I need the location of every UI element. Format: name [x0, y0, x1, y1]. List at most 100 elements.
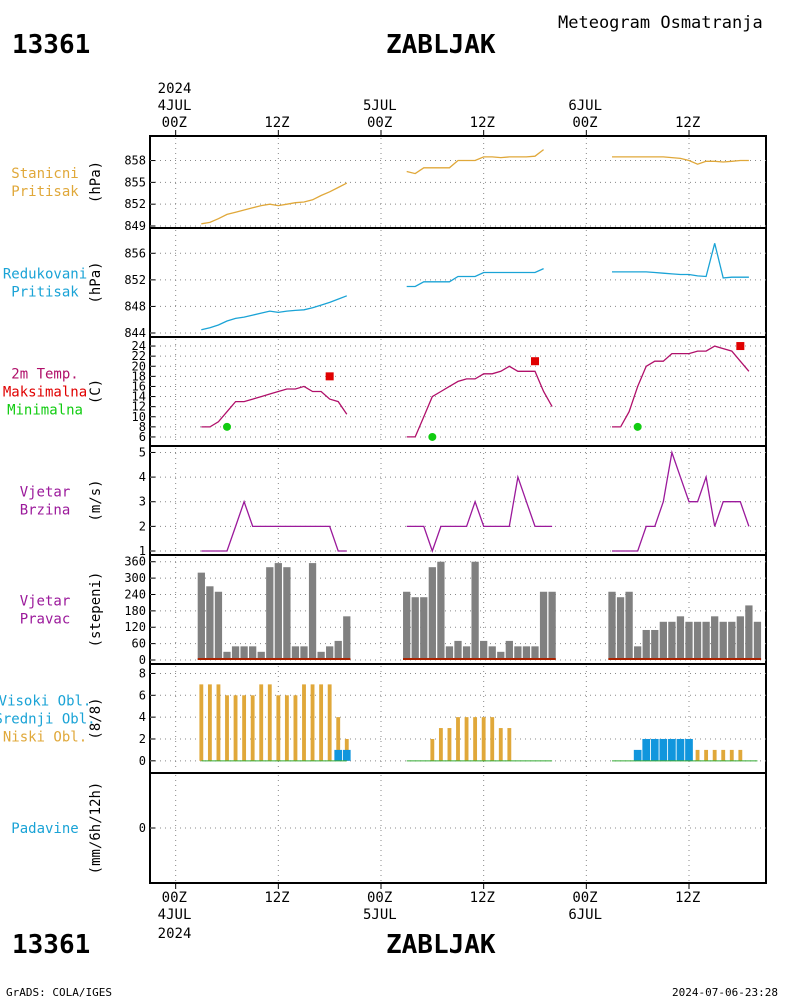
max-temp-marker	[531, 357, 539, 366]
bottom-date-label: 6JUL	[568, 907, 602, 923]
top-date-label: 5JUL	[363, 98, 397, 114]
y-tick-label: 360	[124, 555, 146, 569]
y-tick-label: 858	[124, 154, 146, 168]
wind-direction-bar	[753, 621, 762, 660]
wind-direction-bar	[437, 561, 445, 660]
low-cloud-bar	[302, 684, 306, 761]
panel-plot-wind_speed	[201, 449, 750, 553]
station-name-top: ZABLJAK	[386, 30, 496, 60]
low-cloud-bar	[695, 749, 700, 761]
wind-direction-bar	[668, 621, 676, 660]
series-line	[406, 268, 544, 288]
wind-direction-bar	[334, 640, 342, 660]
top-year-label: 2024	[158, 81, 192, 97]
max-temp-marker	[736, 342, 745, 351]
station-id-top: 13361	[12, 30, 91, 60]
wind-direction-bar	[420, 597, 428, 660]
low-cloud-bar	[738, 749, 743, 761]
wind-direction-bar	[343, 616, 351, 660]
wind-direction-bar	[659, 621, 667, 660]
y-tick-label: 14	[132, 390, 146, 404]
low-cloud-bar	[233, 695, 238, 761]
low-cloud-bar	[473, 717, 478, 761]
low-cloud-bar	[284, 695, 289, 761]
meteogram-subtitle: Meteogram Osmatranja	[558, 13, 763, 33]
low-cloud-bar	[498, 728, 503, 761]
top-hour-label: 12Z	[264, 115, 289, 131]
wind-direction-bar	[291, 646, 300, 660]
y-tick-label: 856	[124, 246, 146, 260]
y-tick-label: 0	[139, 653, 146, 667]
wind-direction-bar	[257, 651, 265, 660]
y-tick-label: 24	[132, 339, 146, 353]
wind-direction-bar	[454, 640, 462, 660]
wind-direction-bar	[317, 651, 325, 660]
max-temp-marker	[325, 372, 334, 381]
low-cloud-bar	[225, 695, 229, 761]
y-tick-label: 852	[124, 197, 146, 211]
panel-label: Pravac	[20, 612, 71, 628]
wind-direction-bar	[693, 621, 702, 660]
high-cloud-bar	[334, 749, 343, 761]
y-tick-label: 6	[139, 688, 146, 702]
low-cloud-bar	[721, 749, 726, 761]
wind-direction-bar	[249, 646, 257, 660]
wind-direction-bar	[403, 591, 411, 660]
wind-direction-bar	[428, 567, 436, 660]
panel-label: Stanicni	[11, 166, 78, 182]
panel-label: Vjetar	[20, 485, 71, 501]
top-hour-label: 00Z	[162, 115, 187, 131]
wind-direction-bar	[308, 563, 317, 660]
low-cloud-bar	[319, 684, 324, 761]
top-hour-label: 00Z	[572, 115, 597, 131]
bottom-year-label: 2024	[158, 926, 192, 942]
y-tick-label: 18	[132, 369, 146, 383]
panel-unit: (C)	[88, 379, 104, 404]
y-tick-label: 0	[139, 821, 146, 835]
wind-direction-bar	[206, 586, 214, 660]
y-tick-label: 12	[132, 400, 146, 414]
high-cloud-bar	[676, 738, 685, 761]
y-tick-label: 2	[139, 732, 146, 746]
panel-label: Redukovani	[3, 267, 87, 283]
series-line	[406, 474, 553, 553]
wind-direction-bar	[634, 646, 642, 660]
low-cloud-bar	[712, 749, 717, 761]
footer-credit: GrADS: COLA/IGES	[6, 986, 112, 999]
wind-direction-bar	[223, 651, 231, 660]
panel-label: Minimalna	[7, 403, 83, 419]
top-date-label: 6JUL	[568, 98, 602, 114]
panel-label: Padavine	[11, 821, 78, 837]
station-name-bottom: ZABLJAK	[386, 930, 496, 960]
bottom-date-label: 5JUL	[363, 907, 397, 923]
wind-direction-bar	[745, 605, 753, 660]
low-cloud-bar	[276, 695, 281, 761]
low-cloud-bar	[464, 717, 469, 761]
high-cloud-bar	[633, 749, 642, 761]
y-tick-label: 844	[124, 326, 146, 340]
panel-plot-wind_direction	[197, 561, 762, 660]
panel-unit: (8/8)	[88, 697, 104, 739]
panel-plot-cloud_cover	[199, 684, 758, 762]
wind-direction-bar	[642, 629, 650, 660]
bottom-hour-label: 12Z	[470, 890, 495, 906]
low-cloud-bar	[507, 728, 512, 761]
low-cloud-bar	[327, 684, 332, 761]
bottom-hour-label: 00Z	[162, 890, 187, 906]
y-tick-label: 20	[132, 359, 146, 373]
series-line	[201, 385, 348, 428]
wind-direction-bar	[197, 572, 205, 660]
wind-direction-bar	[488, 646, 496, 660]
wind-direction-bar	[676, 616, 685, 660]
panel-label: Srednji Obl.	[0, 712, 96, 728]
bottom-date-label: 4JUL	[158, 907, 192, 923]
series-line	[612, 345, 750, 428]
low-cloud-bar	[293, 695, 298, 761]
panel-label: Visoki Obl.	[0, 694, 91, 710]
wind-direction-bar	[214, 591, 223, 660]
top-date-label: 4JUL	[158, 98, 192, 114]
y-tick-label: 8	[139, 666, 146, 680]
high-cloud-bar	[668, 738, 676, 761]
panel-label: Vjetar	[20, 594, 71, 610]
y-tick-label: 849	[124, 219, 146, 233]
